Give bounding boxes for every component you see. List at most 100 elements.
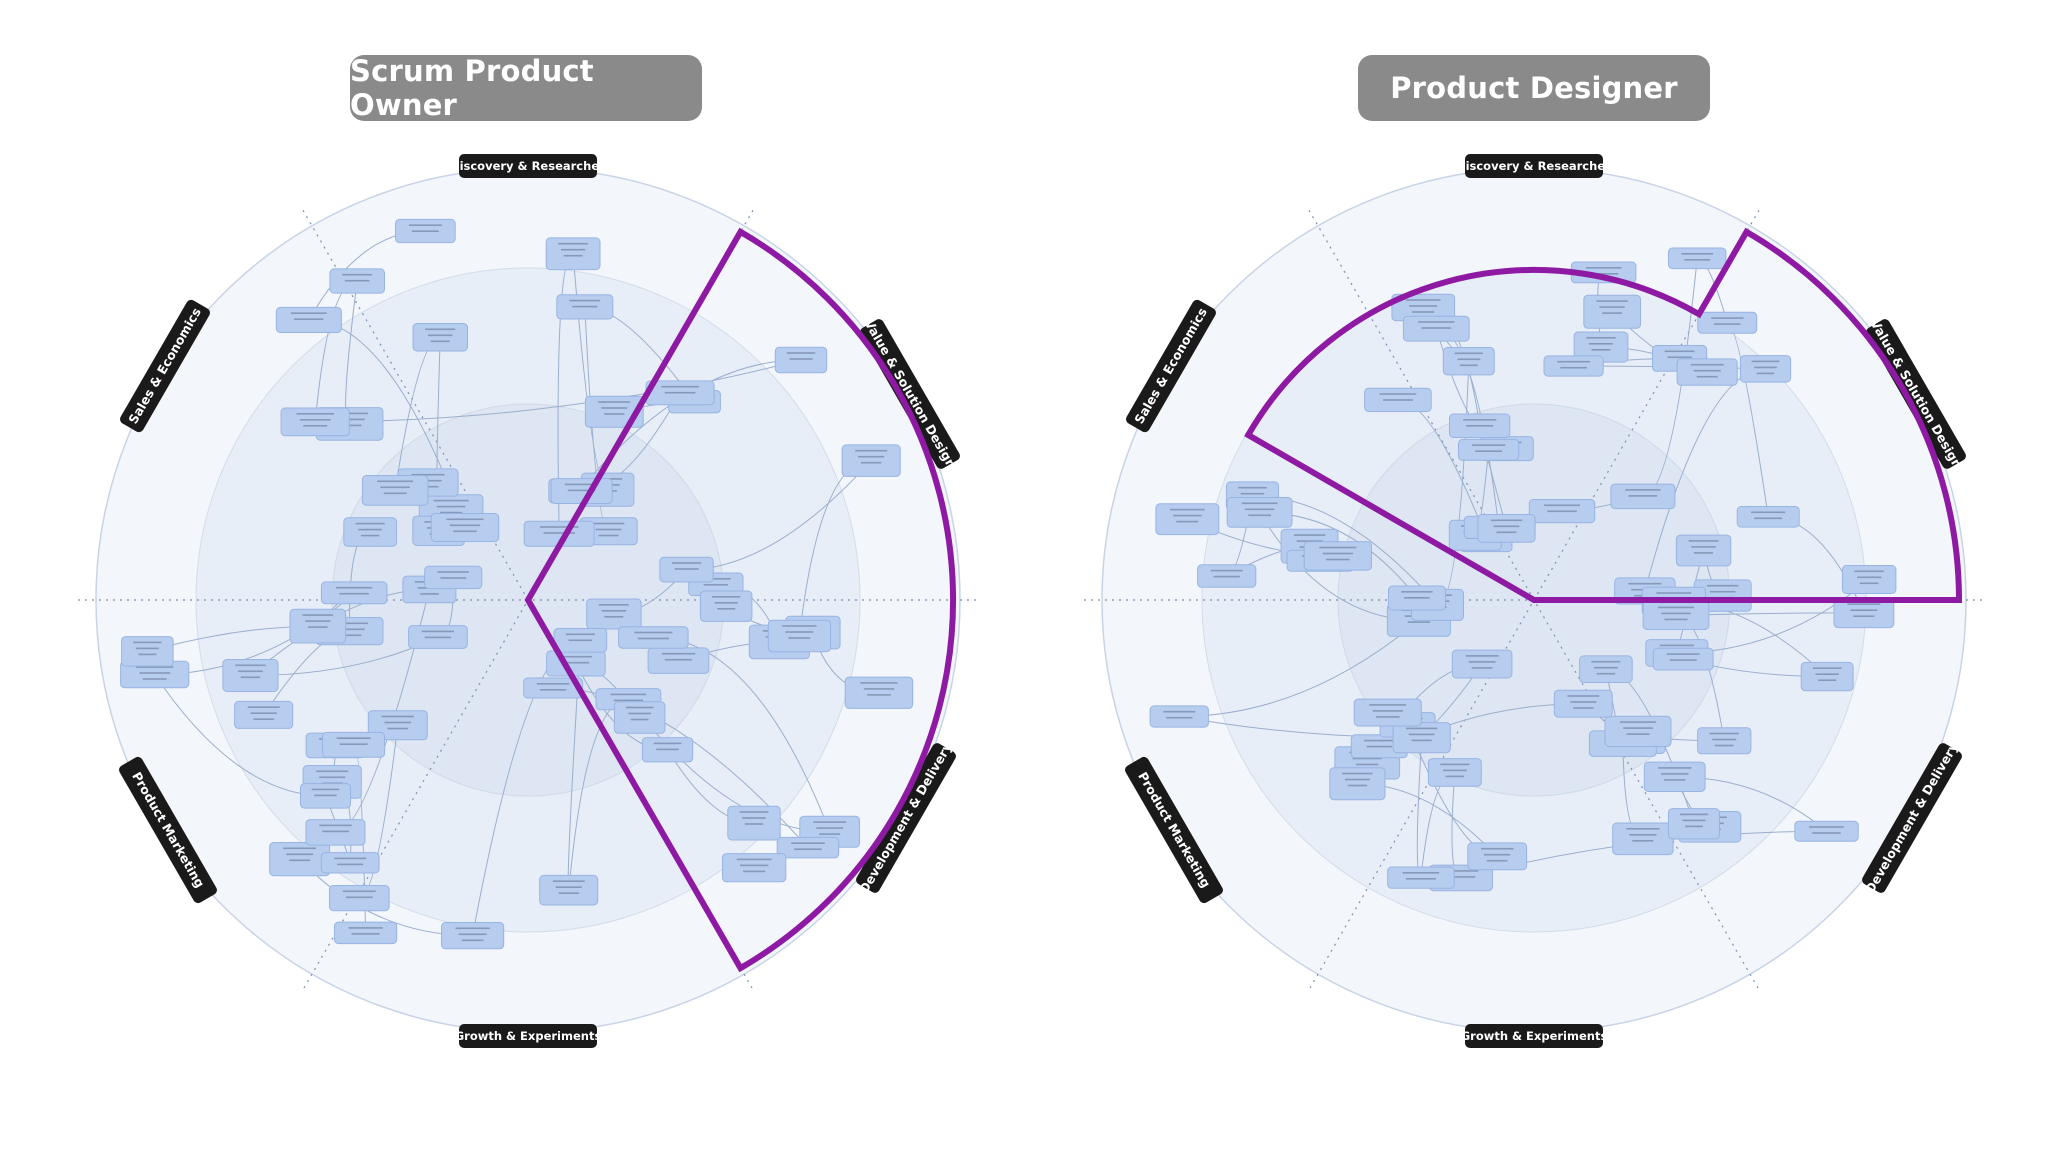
node-text-line	[337, 863, 364, 866]
node-text-line	[458, 933, 487, 936]
node-text-line	[1619, 721, 1657, 723]
role-highlight-outline	[524, 227, 957, 973]
competency-node	[844, 676, 914, 709]
node-text-line	[1173, 514, 1202, 517]
node-text-line	[381, 715, 414, 718]
node-text-line	[1623, 727, 1653, 729]
node-text-line	[1751, 360, 1780, 363]
node-text-line	[568, 639, 593, 642]
competency-node	[556, 294, 614, 320]
competency-node	[1353, 698, 1422, 727]
competency-node	[767, 619, 831, 653]
node-box	[1583, 294, 1641, 329]
node-text-line	[558, 892, 579, 894]
node-text-line	[653, 742, 682, 745]
node-text-line	[1691, 546, 1716, 548]
competency-node	[289, 608, 347, 644]
sector-label-pill	[1866, 319, 1966, 469]
competency-node	[275, 306, 342, 333]
node-text-line	[334, 857, 367, 860]
node-box	[1387, 866, 1455, 889]
node-text-line	[421, 630, 455, 633]
competency-node	[1643, 761, 1706, 792]
node-text-line	[1854, 570, 1884, 573]
node-text-line	[1664, 350, 1695, 353]
node-text-line	[789, 358, 813, 360]
node-box	[841, 444, 901, 477]
competency-node	[1841, 565, 1897, 594]
node-text-line	[1342, 772, 1373, 775]
node-text-line	[861, 461, 882, 464]
competency-node	[280, 407, 350, 437]
node-text-line	[1847, 603, 1881, 605]
competency-node	[1388, 585, 1446, 611]
node-text-line	[303, 425, 328, 427]
node-text-line	[628, 712, 651, 715]
node-text-line	[355, 522, 385, 525]
competency-node	[1652, 647, 1714, 671]
sector-label-pill	[1465, 154, 1603, 178]
node-text-line	[1241, 502, 1278, 505]
node-text-line	[661, 385, 699, 388]
node-box	[269, 842, 331, 877]
node-text-line	[1401, 591, 1433, 593]
node-text-line	[342, 273, 373, 276]
node-box	[305, 819, 366, 846]
node-text-line	[860, 682, 898, 684]
node-box	[234, 700, 294, 729]
node-box	[1675, 534, 1732, 567]
node-text-line	[1405, 727, 1438, 730]
sector-label-pill	[1126, 299, 1216, 433]
node-text-line	[1294, 534, 1326, 536]
node-text-line	[559, 655, 592, 658]
node-text-line	[1812, 667, 1842, 669]
node-text-line	[562, 661, 590, 664]
node-text-line	[1355, 763, 1379, 766]
competency-node	[1739, 355, 1792, 383]
node-text-line	[700, 578, 731, 580]
node-text-line	[1176, 520, 1199, 523]
node-text-line	[536, 683, 570, 685]
node-text-line	[1446, 876, 1476, 878]
node-text-line	[339, 592, 369, 595]
node-text-line	[598, 534, 619, 537]
node-text-line	[786, 352, 816, 354]
node-text-line	[1661, 612, 1691, 615]
node-box	[1668, 808, 1720, 840]
node-text-line	[336, 737, 371, 739]
node-text-line	[714, 602, 738, 604]
node-text-line	[1853, 615, 1875, 617]
label-discovery-researches: Discovery & Researches	[1456, 154, 1612, 178]
node-text-line	[561, 248, 586, 251]
competency-node	[1451, 649, 1513, 679]
node-text-line	[238, 670, 263, 673]
node-text-line	[1669, 659, 1697, 661]
node-text-line	[540, 526, 579, 528]
competency-node	[300, 783, 351, 809]
node-text-line	[1681, 253, 1713, 255]
competency-node	[553, 628, 608, 653]
node-text-line	[1544, 504, 1580, 507]
node-box	[545, 237, 601, 271]
node-text-line	[1585, 267, 1622, 269]
node-text-line	[433, 499, 469, 502]
competency-node	[1458, 438, 1520, 461]
node-text-line	[736, 858, 772, 861]
competency-node	[1794, 820, 1859, 842]
node-text-line	[1443, 769, 1467, 772]
competency-node	[1467, 842, 1528, 871]
node-text-line	[305, 620, 331, 622]
node-text-line	[595, 528, 622, 531]
sector-label-text: Growth & Experiments	[1461, 1029, 1608, 1043]
sector-label-pill	[860, 319, 960, 469]
node-box	[289, 608, 347, 644]
competency-node	[545, 237, 601, 271]
node-text-line	[791, 842, 825, 844]
node-text-line	[743, 870, 766, 873]
node-text-line	[319, 776, 346, 779]
node-box	[1697, 311, 1758, 334]
competency-node	[776, 836, 840, 859]
node-box	[121, 636, 174, 667]
node-text-line	[1547, 510, 1577, 513]
competency-node	[1226, 497, 1293, 528]
